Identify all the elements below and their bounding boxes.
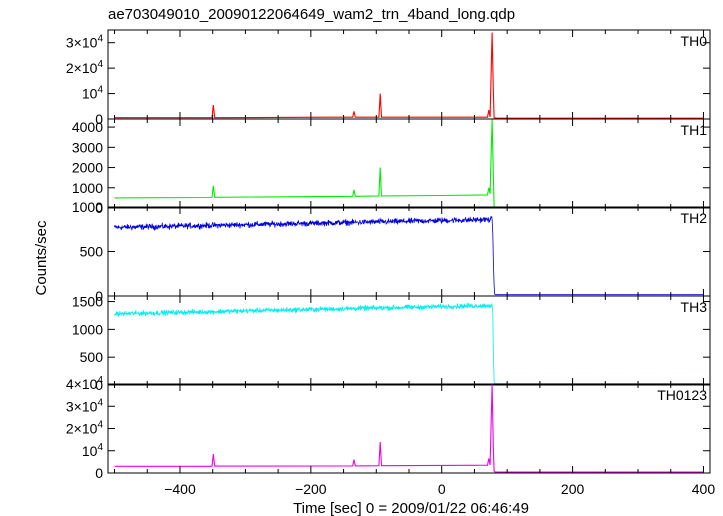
y-tick-label: 0: [95, 200, 103, 216]
y-tick-label: 500: [80, 244, 104, 260]
y-tick-label: 3×104: [66, 34, 104, 51]
y-tick-label: 4000: [72, 119, 103, 135]
panel-label: TH0123: [657, 387, 707, 403]
y-tick-label: 2×104: [66, 420, 104, 437]
y-tick-label: 4×104: [66, 375, 104, 392]
y-tick-label: 0: [95, 111, 103, 127]
panel-label: TH1: [681, 122, 708, 138]
x-tick-label: 200: [561, 481, 585, 497]
y-tick-label: 2×104: [66, 59, 104, 76]
x-tick-label: 400: [692, 481, 716, 497]
series-line-th2: [114, 215, 704, 296]
panel-th3: 0 500 1000 1500 TH3: [72, 294, 711, 393]
x-axis-label: Time [sec] 0 = 2009/01/22 06:46:49: [293, 500, 529, 516]
y-tick-label: 3×104: [66, 397, 104, 414]
x-tick-label: 0: [438, 481, 446, 497]
y-tick-label: 0: [95, 377, 103, 393]
series-line-th0123: [114, 383, 704, 473]
y-tick-label: 1000: [72, 180, 103, 196]
chart-title: ae703049010_20090122064649_wam2_trn_4ban…: [108, 6, 515, 23]
panel-label: TH0: [681, 33, 708, 49]
y-tick-label: 1000: [72, 199, 103, 215]
panel-th0123: 0 104 2×104 3×104 4×104 TH0123: [66, 375, 711, 481]
panel-frame: [107, 29, 711, 120]
y-tick-label: 104: [82, 442, 104, 459]
series-line-th1: [114, 118, 704, 208]
panel-frame: [107, 383, 711, 474]
x-tick-label: −200: [295, 481, 327, 497]
y-tick-label: 0: [95, 465, 103, 481]
y-axis-label: Counts/sec: [33, 220, 50, 296]
series-line-th0: [114, 32, 704, 119]
series-line-th3: [114, 302, 704, 384]
y-tick-label: 0: [95, 288, 103, 304]
panel-th0: 0 104 2×104 3×104 TH0: [66, 29, 711, 127]
panel-frame: [107, 295, 711, 386]
y-tick-label: 104: [82, 85, 104, 102]
panel-frame: [107, 118, 711, 209]
x-tick-label: −400: [164, 481, 196, 497]
y-tick-label: 3000: [72, 139, 103, 155]
panel-label: TH2: [681, 210, 708, 226]
y-tick-label: 500: [80, 349, 104, 365]
y-tick-label: 2000: [72, 160, 103, 176]
y-tick-label: 1000: [72, 321, 103, 337]
panel-label: TH3: [681, 299, 708, 315]
panel-th2: 0 500 1000 TH2: [72, 199, 711, 304]
y-tick-label: 1500: [72, 294, 103, 310]
